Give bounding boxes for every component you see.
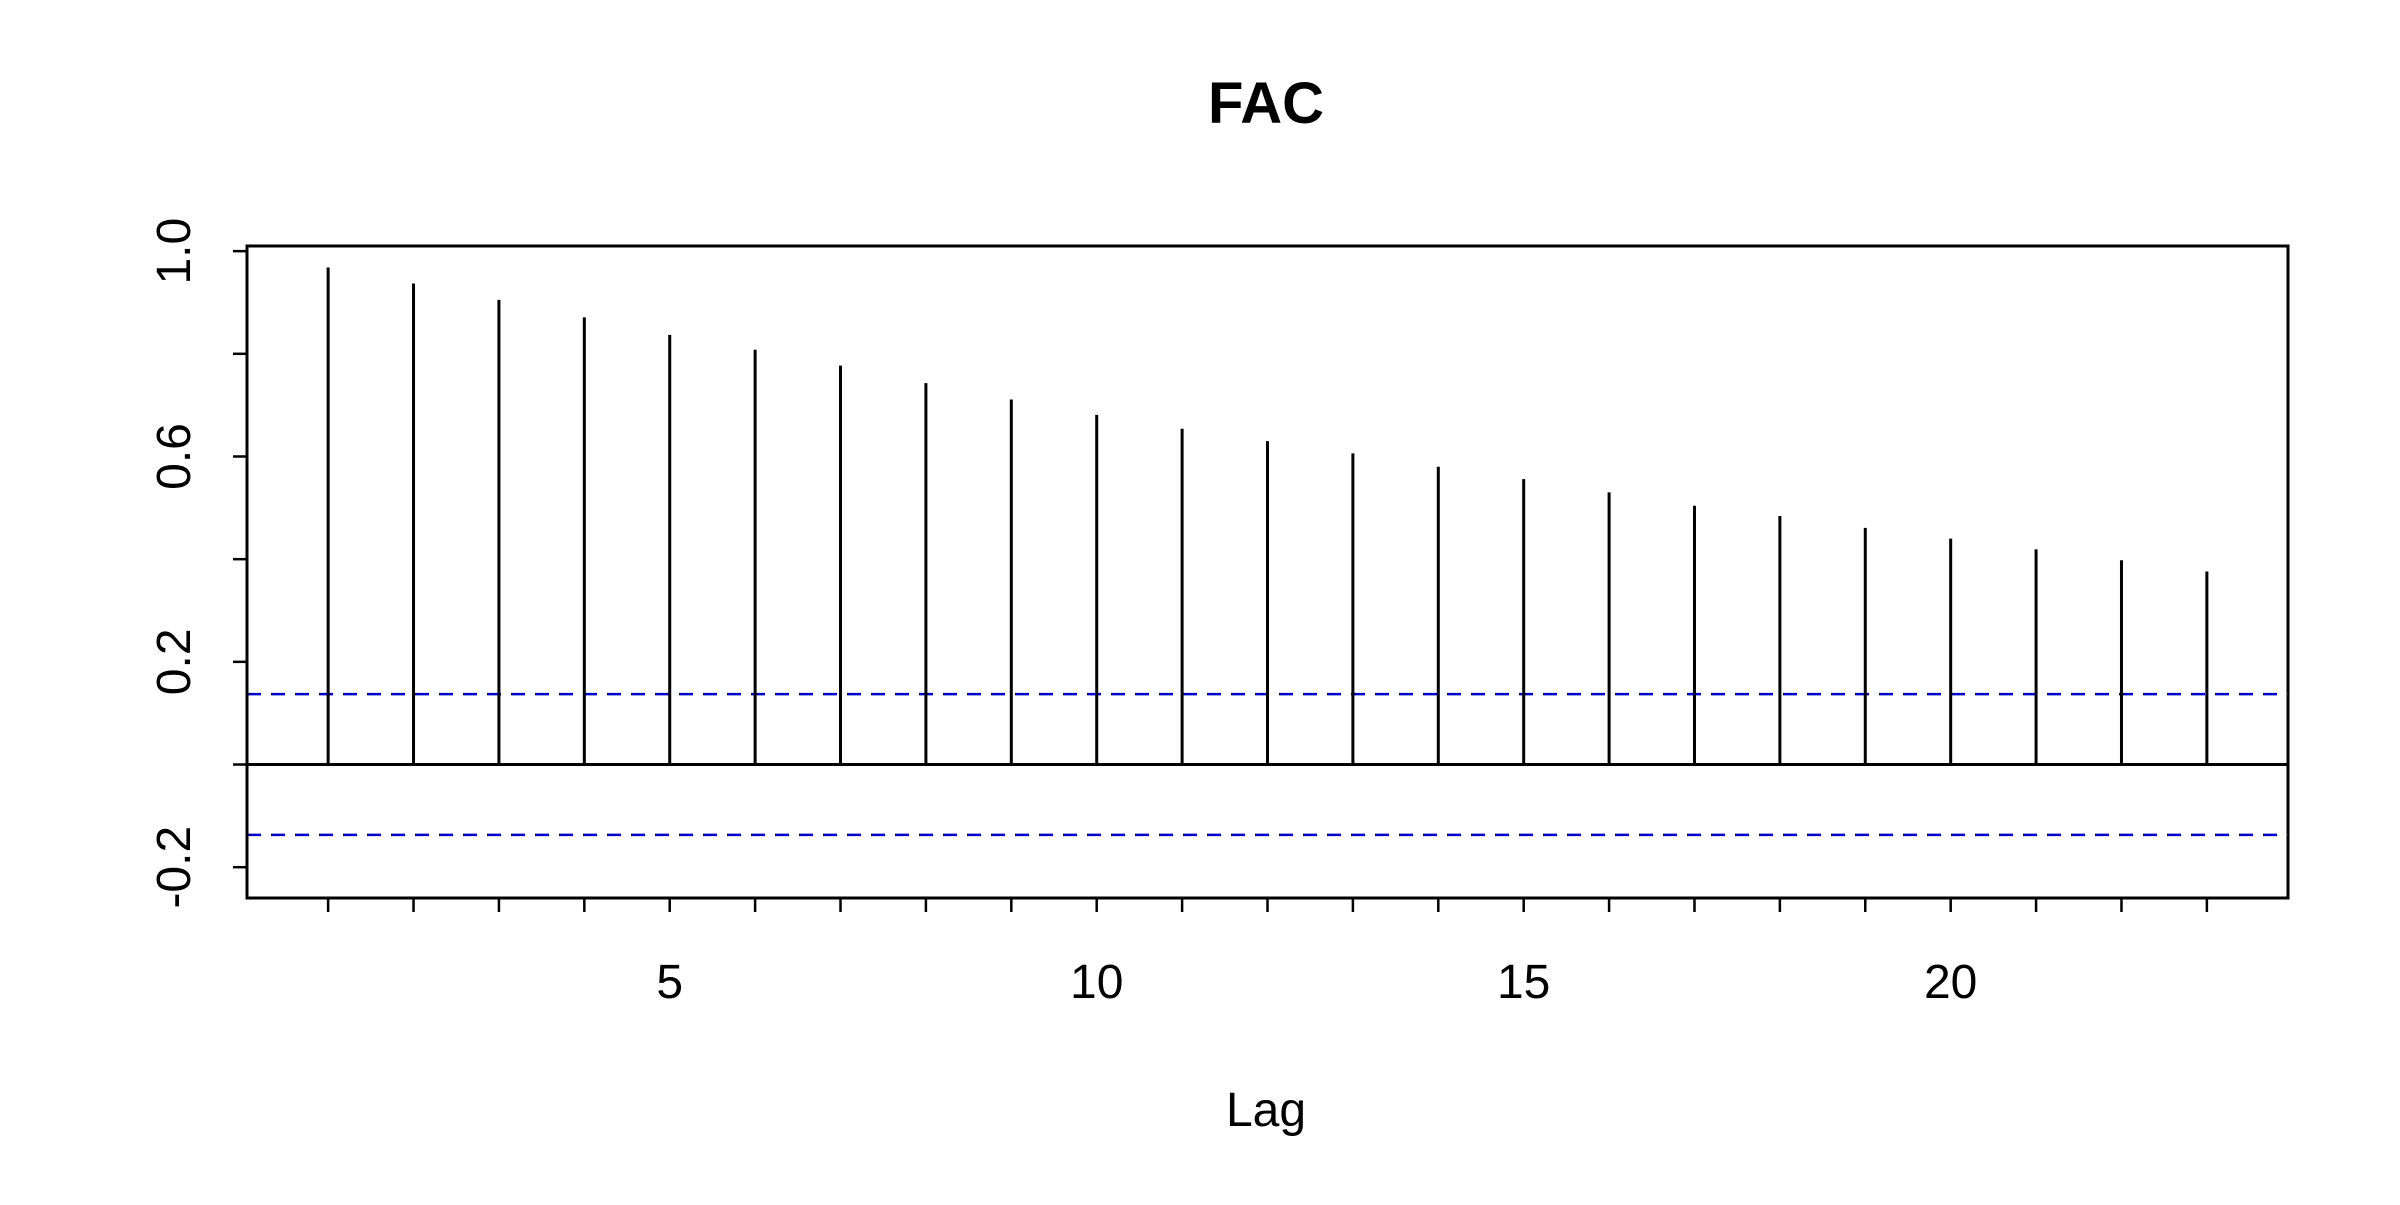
plot-area: 5 10 15 20 -0.2 0.2 0.6 1.0 bbox=[148, 218, 2290, 1009]
x-tick-label: 10 bbox=[1070, 956, 1123, 1009]
x-tick-label: 20 bbox=[1924, 956, 1977, 1009]
y-tick-label: -0.2 bbox=[148, 826, 201, 909]
x-axis-label: Lag bbox=[1226, 1084, 1306, 1137]
chart-title: FAC bbox=[1208, 71, 1324, 136]
y-tick-label: 0.2 bbox=[148, 628, 201, 695]
y-tick-label: 0.6 bbox=[148, 423, 201, 490]
x-tick-label: 15 bbox=[1497, 956, 1550, 1009]
x-tick-label: 5 bbox=[656, 956, 683, 1009]
y-tick-label: 1.0 bbox=[148, 218, 201, 285]
